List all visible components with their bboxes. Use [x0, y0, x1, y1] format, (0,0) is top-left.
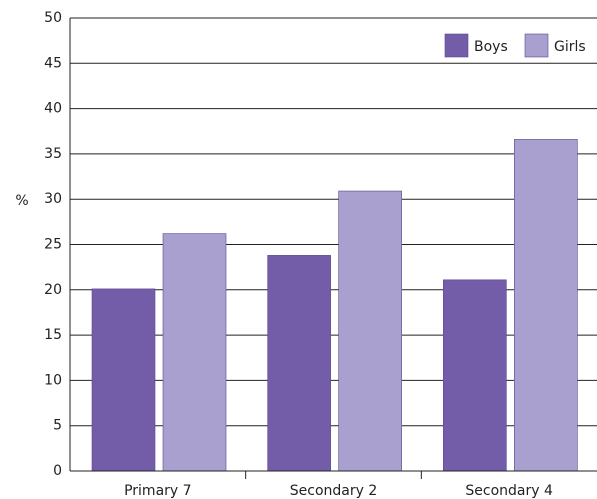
y-tick-label: 0 [53, 463, 62, 479]
legend-swatch [524, 33, 549, 58]
y-tick-label: 45 [44, 55, 62, 71]
bar [162, 233, 227, 472]
y-tick-label: 25 [44, 237, 62, 253]
bar [91, 288, 156, 472]
y-tick-label: 15 [44, 327, 62, 343]
y-axis-label: % [15, 193, 28, 209]
bar [514, 139, 578, 472]
legend-label: Boys [474, 39, 508, 55]
y-tick-label: 10 [44, 372, 62, 388]
y-tick-label: 5 [53, 418, 62, 434]
legend-swatch [444, 33, 469, 58]
bar [338, 190, 402, 472]
legend-label: Girls [554, 39, 586, 55]
y-tick-label: 20 [44, 282, 62, 298]
y-tick-label: 35 [44, 146, 62, 162]
y-tick-label: 30 [44, 191, 62, 207]
x-tick-label: Secondary 2 [290, 483, 378, 499]
y-tick-label: 50 [44, 10, 62, 26]
bar [443, 279, 507, 472]
x-tick-label: Primary 7 [124, 483, 191, 499]
x-tick-label: Secondary 4 [465, 483, 553, 499]
y-tick-label: 40 [44, 101, 62, 117]
bar [267, 255, 331, 472]
